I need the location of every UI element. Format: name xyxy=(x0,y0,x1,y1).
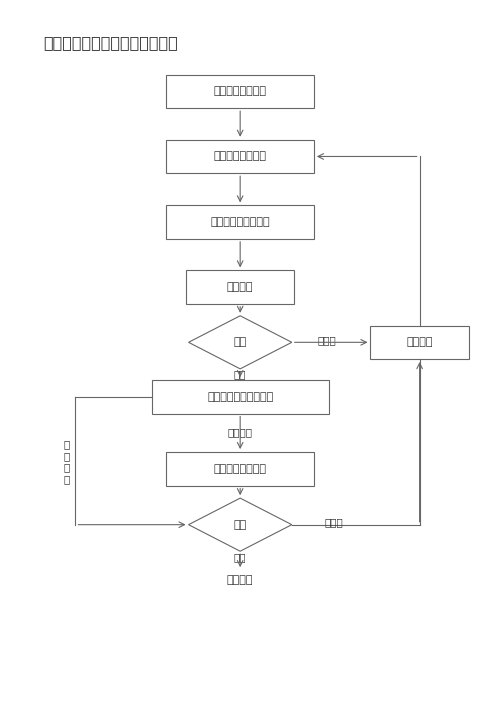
FancyBboxPatch shape xyxy=(186,270,294,304)
Text: 需要检测: 需要检测 xyxy=(228,427,252,437)
Text: 合格: 合格 xyxy=(234,552,246,563)
Text: 判断: 判断 xyxy=(234,337,247,347)
Text: （四入原材料质量控制程序框图: （四入原材料质量控制程序框图 xyxy=(44,35,178,50)
FancyBboxPatch shape xyxy=(152,380,328,414)
FancyBboxPatch shape xyxy=(166,205,314,239)
Text: 材料、配件进场，标识: 材料、配件进场，标识 xyxy=(207,392,274,402)
FancyBboxPatch shape xyxy=(166,140,314,173)
Text: 施工单位进场申报检: 施工单位进场申报检 xyxy=(210,217,270,227)
FancyBboxPatch shape xyxy=(166,75,314,108)
Text: 监理验证: 监理验证 xyxy=(227,282,254,292)
Text: 见证退场: 见证退场 xyxy=(406,337,433,347)
Text: 不合格: 不合格 xyxy=(324,518,343,527)
Text: 不合格: 不合格 xyxy=(318,335,336,345)
Polygon shape xyxy=(188,316,292,369)
Polygon shape xyxy=(188,498,292,551)
Text: 不
需
检
测: 不 需 检 测 xyxy=(64,439,70,484)
Text: 合格: 合格 xyxy=(234,370,246,380)
Text: 施工单位订货采购: 施工单位订货采购 xyxy=(214,86,266,96)
FancyBboxPatch shape xyxy=(370,325,469,359)
Text: 检测: 检测 xyxy=(234,520,247,530)
Text: 施工单位进货检验: 施工单位进货检验 xyxy=(214,151,266,161)
Text: 投入使用: 投入使用 xyxy=(227,575,254,585)
FancyBboxPatch shape xyxy=(166,452,314,486)
Text: 监理现场见证取样: 监理现场见证取样 xyxy=(214,464,266,474)
